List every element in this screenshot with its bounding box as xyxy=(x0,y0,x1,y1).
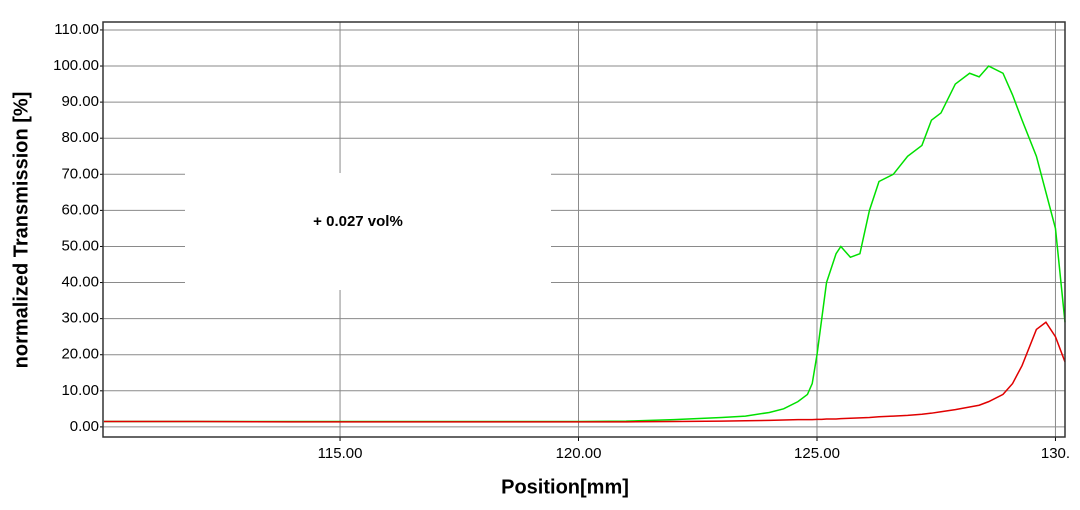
y-tick-label: 20.00 xyxy=(61,346,99,363)
y-tick-label: 60.00 xyxy=(61,201,99,218)
data-line xyxy=(103,65,1066,423)
y-axis-label: normalized Transmission [%] xyxy=(10,92,32,369)
annotation: + 0.027 vol% xyxy=(313,213,403,230)
y-tick-label: 40.00 xyxy=(61,274,99,291)
x-axis-label: Position[mm] xyxy=(501,476,629,498)
plot-border xyxy=(102,21,1066,438)
x-tick-label: 120.00 xyxy=(556,445,602,462)
y-tick-label: 50.00 xyxy=(61,237,99,254)
x-tick-label: 125.00 xyxy=(794,445,840,462)
y-tick-label: 110.00 xyxy=(54,21,99,38)
data-line xyxy=(103,321,1066,423)
x-tick-label: 115.00 xyxy=(318,445,363,462)
annotation-box xyxy=(185,173,551,290)
y-tick-label: 10.00 xyxy=(61,382,99,399)
y-tick-label: 70.00 xyxy=(61,165,99,182)
y-tick-label: 30.00 xyxy=(61,310,99,327)
y-tick-label: 80.00 xyxy=(61,129,99,146)
y-tick-label: 0.00 xyxy=(70,418,99,435)
y-tick-label: 90.00 xyxy=(61,93,99,110)
x-tick-label: 130. xyxy=(1041,445,1070,462)
y-tick-label: 100.00 xyxy=(53,57,99,74)
